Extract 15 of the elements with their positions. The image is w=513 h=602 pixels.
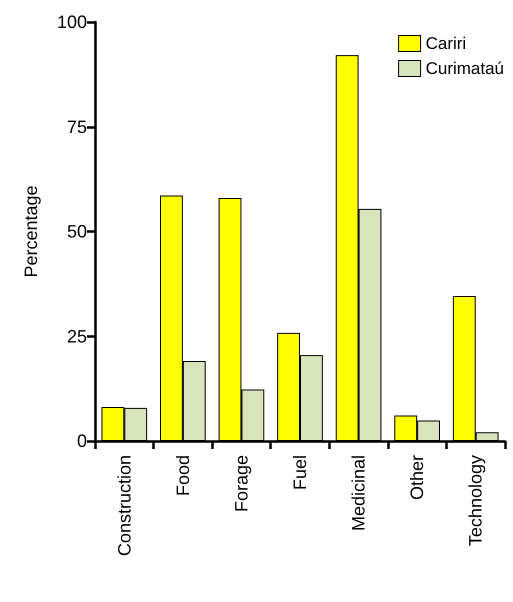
y-tick-label: 75 — [66, 116, 87, 137]
x-tick-label: Forage — [231, 455, 252, 512]
x-tick-label: Other — [407, 455, 428, 500]
x-tick-label: Construction — [114, 455, 134, 556]
x-tick-label: Food — [172, 455, 193, 496]
legend-label: Curimataú — [426, 59, 504, 78]
y-axis-title: Percentage — [21, 185, 41, 278]
x-tick-label: Technology — [466, 455, 486, 546]
y-tick-label: 50 — [66, 222, 87, 242]
y-tick-label: 25 — [66, 326, 87, 346]
x-tick-label: Medicinal — [348, 455, 369, 532]
legend-label: Cariri — [426, 34, 466, 53]
x-tick-label: Fuel — [290, 455, 310, 490]
y-tick-label: 100 — [56, 12, 87, 32]
y-tick-label: 0 — [76, 431, 87, 451]
